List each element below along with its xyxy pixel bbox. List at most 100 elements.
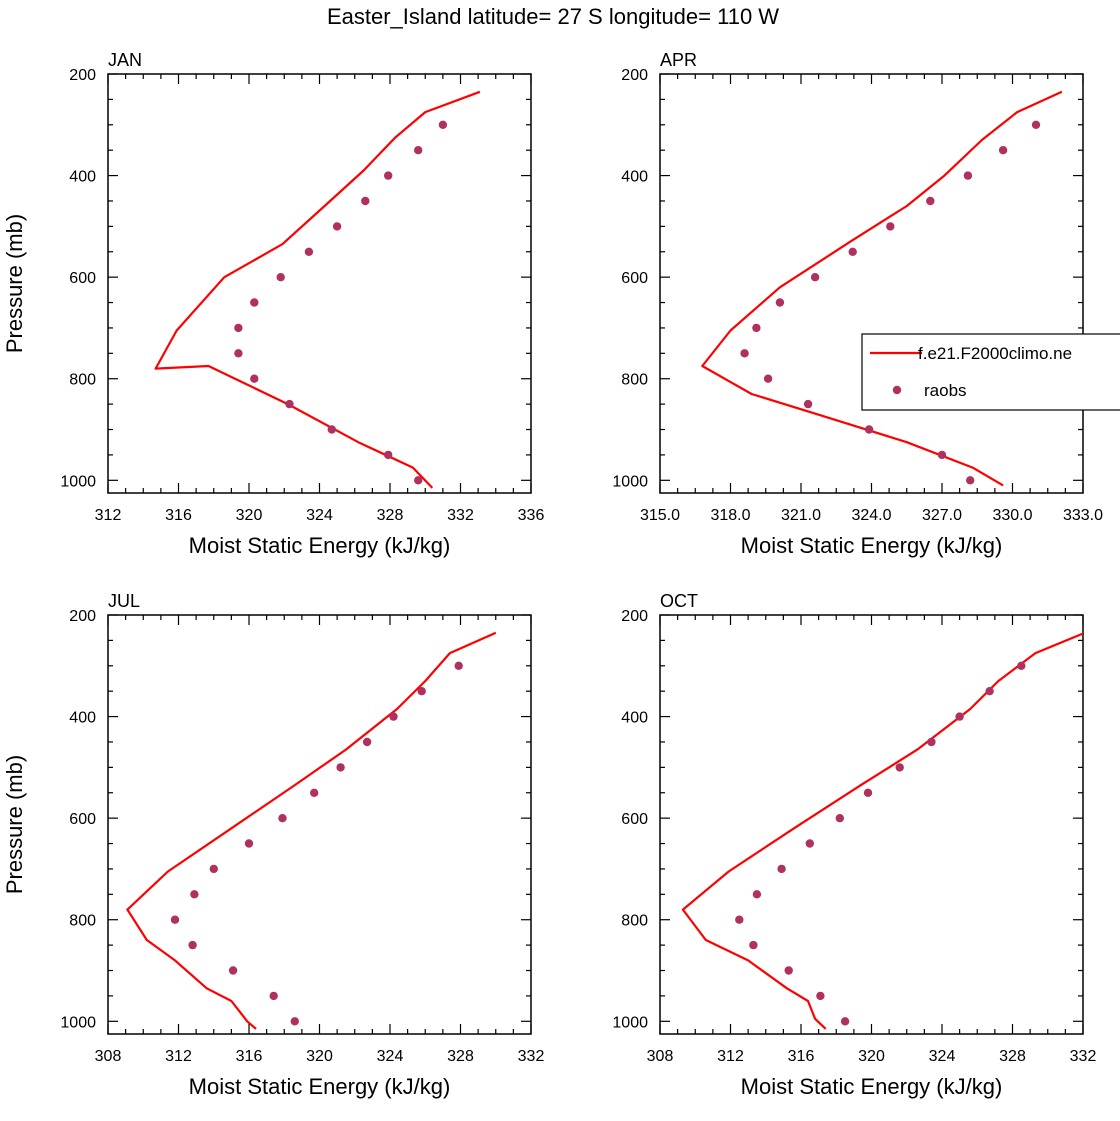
y-tick-label: 600 <box>69 270 96 287</box>
raobs-point <box>209 864 218 874</box>
raobs-point <box>290 1017 299 1026</box>
raobs-point <box>777 864 786 874</box>
plot-area <box>681 632 1083 1030</box>
figure-title: Easter_Island latitude= 27 S longitude= … <box>326 4 780 29</box>
model-series-line <box>681 632 1083 1030</box>
y-tick-label: 200 <box>69 67 96 84</box>
x-tick-label: 320 <box>236 507 263 524</box>
raobs-point <box>966 476 975 485</box>
raobs-point <box>810 273 820 282</box>
raobs-point <box>414 476 423 485</box>
raobs-point <box>735 915 744 924</box>
plot-frame <box>107 614 532 1035</box>
x-tick-label: 328 <box>377 507 404 524</box>
x-tick-label: 312 <box>95 507 122 524</box>
x-tick-label: 316 <box>165 507 192 524</box>
x-tick-label: 316 <box>236 1048 263 1065</box>
x-tick-label: 312 <box>165 1048 192 1065</box>
raobs-point <box>963 171 973 180</box>
panel-title: JAN <box>108 50 142 70</box>
raobs-point <box>955 712 964 721</box>
raobs-point <box>336 763 345 772</box>
x-axis-title: Moist Static Energy (kJ/kg) <box>189 533 451 558</box>
raobs-point <box>188 940 197 950</box>
raobs-point <box>276 273 285 282</box>
x-axis-title: Moist Static Energy (kJ/kg) <box>741 533 1003 558</box>
raobs-point <box>864 425 874 434</box>
plot-frame <box>107 73 532 494</box>
raobs-point <box>438 120 448 129</box>
panel-title: JUL <box>108 591 140 611</box>
legend-marker-swatch <box>892 385 902 395</box>
y-tick-label: 600 <box>69 811 96 828</box>
y-tick-label: 400 <box>621 710 648 727</box>
x-tick-label: 324 <box>377 1048 404 1065</box>
y-tick-label: 800 <box>621 913 648 930</box>
raobs-point <box>749 940 758 950</box>
raobs-point <box>269 991 278 1001</box>
y-tick-label: 800 <box>69 913 96 930</box>
legend-box <box>861 333 1120 411</box>
y-tick-label: 200 <box>621 67 648 84</box>
raobs-point <box>752 323 761 333</box>
y-tick-label: 1000 <box>60 1014 96 1031</box>
raobs-point <box>840 1017 850 1026</box>
raobs-point <box>848 247 857 256</box>
raobs-point <box>740 349 749 358</box>
raobs-point <box>998 146 1008 155</box>
raobs-point <box>775 298 785 307</box>
raobs-point <box>190 890 199 899</box>
raobs-point <box>863 788 873 797</box>
raobs-point <box>250 374 259 383</box>
y-tick-label: 400 <box>69 710 96 727</box>
raobs-point <box>389 712 398 721</box>
raobs-point <box>1017 661 1026 670</box>
raobs-point <box>361 196 370 206</box>
plot-area <box>126 631 497 1030</box>
x-axis-title: Moist Static Energy (kJ/kg) <box>741 1074 1003 1099</box>
raobs-point <box>234 349 243 358</box>
y-tick-label: 200 <box>69 608 96 625</box>
raobs-point <box>454 661 463 670</box>
x-tick-label: 321.0 <box>781 507 821 524</box>
x-tick-label: 332 <box>447 507 474 524</box>
raobs-point <box>937 450 947 460</box>
legend-obs-label: raobs <box>924 381 967 400</box>
x-tick-label: 332 <box>1070 1048 1097 1065</box>
plot-frame <box>659 614 1084 1035</box>
raobs-point <box>170 915 180 924</box>
legend: f.e21.F2000climo.ne raobs <box>861 333 1120 411</box>
y-tick-label: 600 <box>621 270 648 287</box>
x-tick-label: 333.0 <box>1063 507 1103 524</box>
x-tick-label: 324.0 <box>851 507 891 524</box>
plot-area <box>701 90 1063 487</box>
panel-title: OCT <box>660 591 698 611</box>
raobs-point <box>285 399 294 409</box>
x-tick-label: 328 <box>447 1048 474 1065</box>
raobs-point <box>805 839 814 848</box>
model-series-line <box>154 90 481 489</box>
raobs-point <box>926 196 935 206</box>
raobs-point <box>414 146 423 155</box>
raobs-point <box>886 222 895 231</box>
x-tick-label: 328 <box>999 1048 1026 1065</box>
model-series-line <box>701 90 1063 487</box>
raobs-point <box>752 890 762 899</box>
x-tick-label: 336 <box>518 507 545 524</box>
raobs-point <box>332 222 342 231</box>
x-tick-label: 320 <box>858 1048 885 1065</box>
y-tick-label: 1000 <box>612 473 648 490</box>
raobs-point <box>985 687 994 696</box>
y-tick-label: 600 <box>621 811 648 828</box>
x-tick-label: 316 <box>788 1048 815 1065</box>
raobs-point <box>278 814 287 823</box>
panel-jan: JAN 312 316 320 324 328 332 336 200 400 600 800 1000… <box>2 50 544 558</box>
panels: JAN 312 316 320 324 328 332 336 200 400 600 800 1000… <box>2 50 1120 1099</box>
raobs-point <box>327 425 336 434</box>
x-tick-label: 308 <box>95 1048 122 1065</box>
model-series-line <box>126 631 497 1030</box>
y-tick-label: 200 <box>621 608 648 625</box>
y-axis-title: Pressure (mb) <box>2 214 27 353</box>
y-axis-title: Pressure (mb) <box>2 755 27 894</box>
